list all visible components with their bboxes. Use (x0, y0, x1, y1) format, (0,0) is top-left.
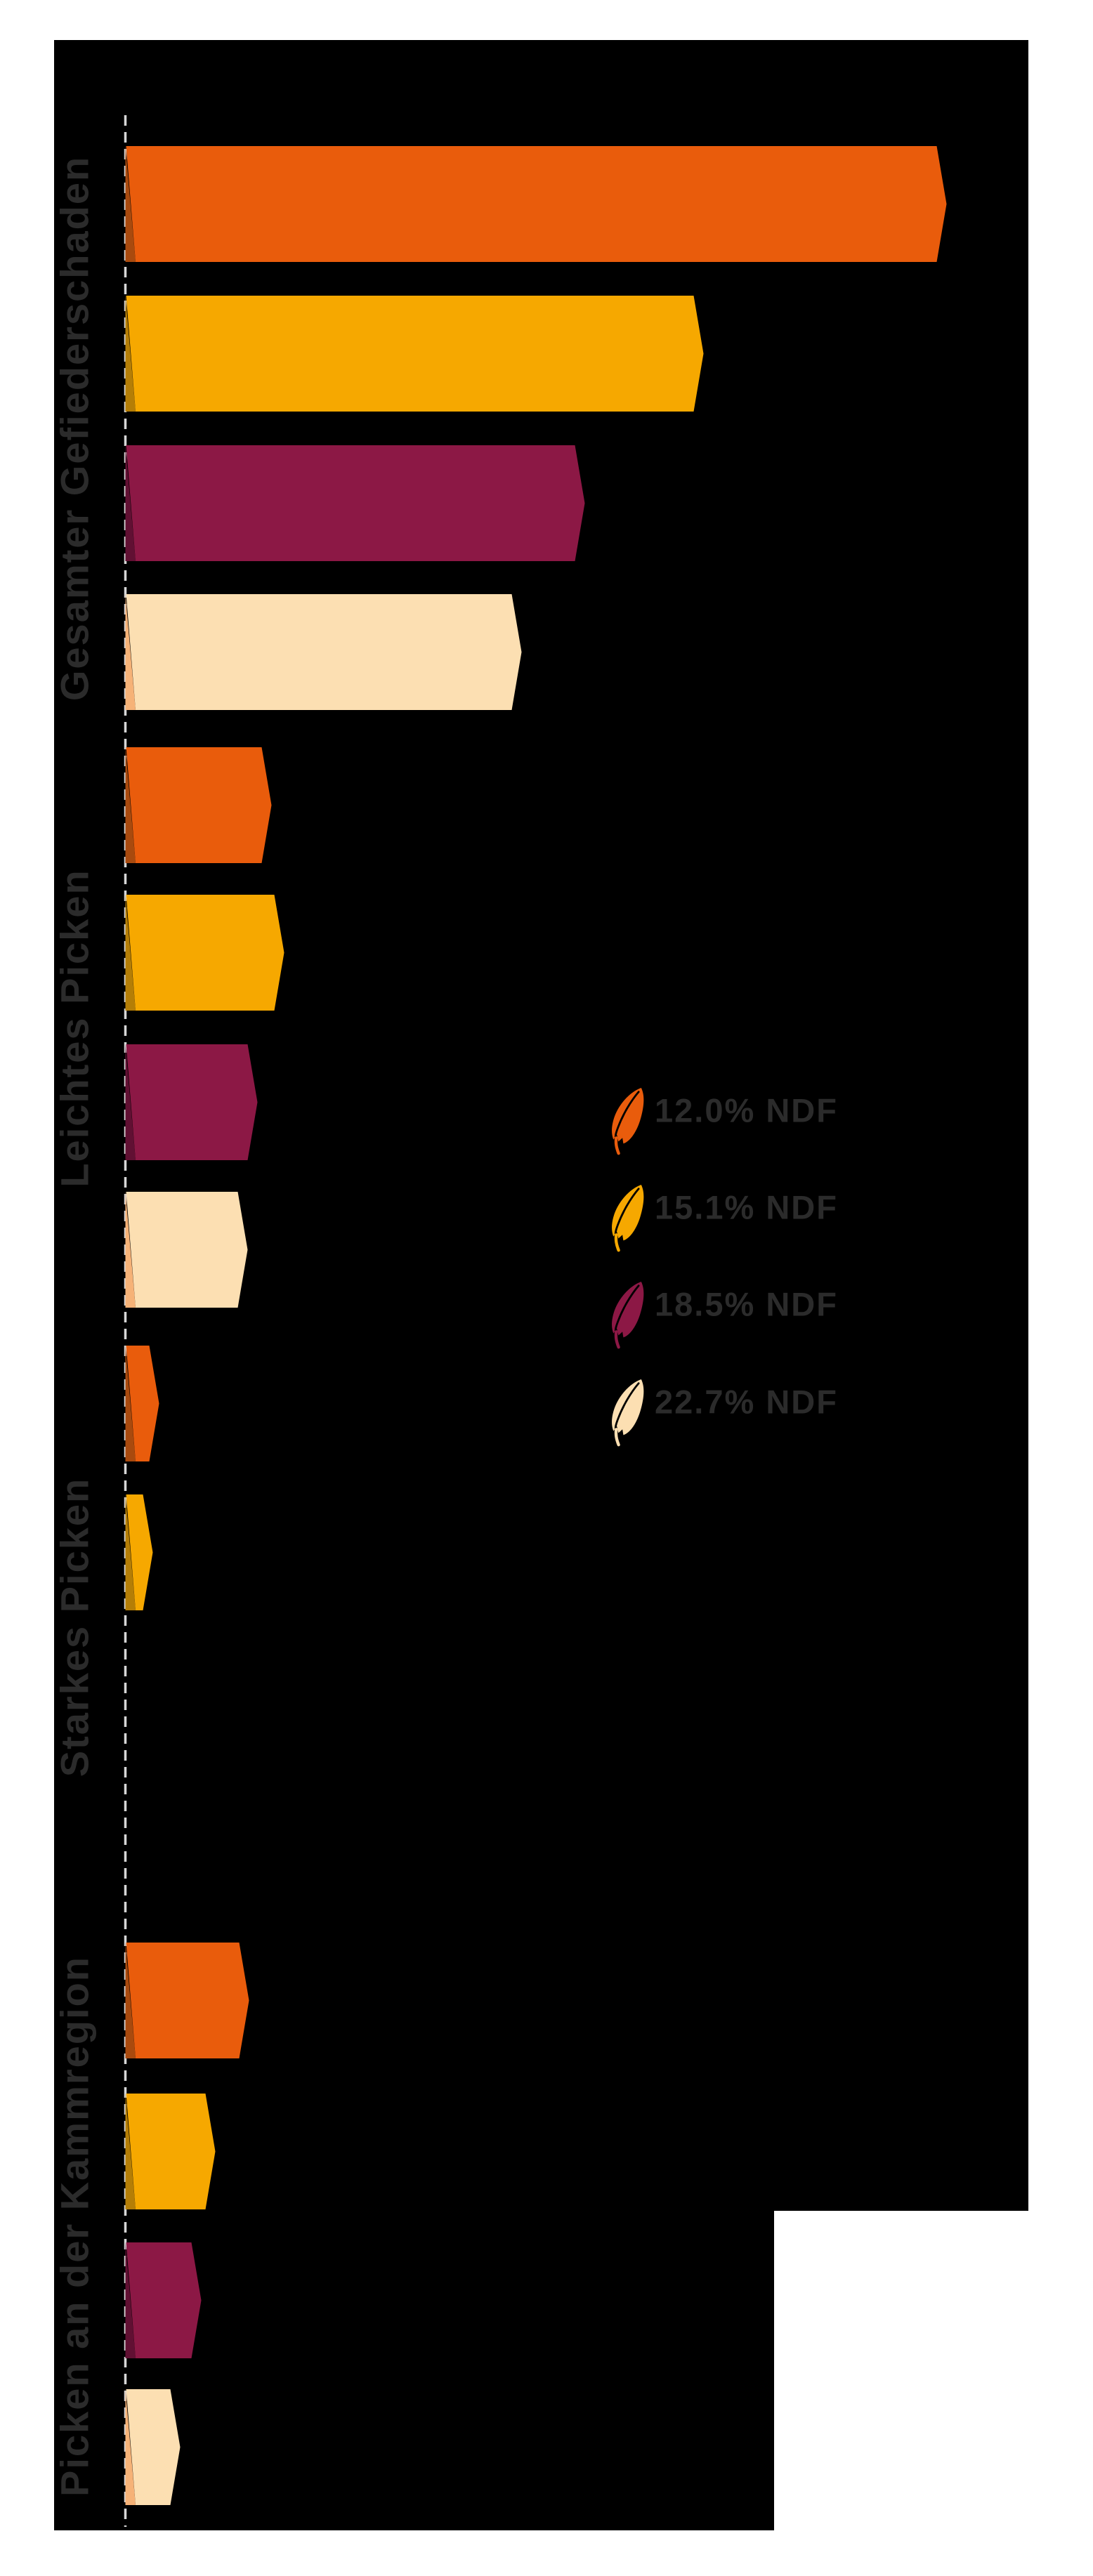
bar-fold-1-1 (125, 895, 136, 1011)
bar-gesamter-gefiederschaden-120ndf (126, 146, 947, 262)
category-labels-group: Gesamter Gefiederschaden Leichtes Picken… (53, 156, 97, 2497)
bar-picken-an-der-kammregion-151ndf (126, 2094, 216, 2209)
bar-fold-2-0 (125, 1346, 136, 1461)
bar-fold-3-2 (125, 2242, 136, 2358)
bar-fold-3-3 (125, 2389, 136, 2505)
bar-leichtes-picken-185ndf (126, 1044, 258, 1160)
bar-fold-0-3 (125, 594, 136, 710)
bars-group (125, 146, 947, 2505)
bar-fold-1-2 (125, 1044, 136, 1160)
feather-icon-151ndf (612, 1184, 644, 1252)
feather-icon-185ndf (612, 1281, 644, 1349)
category-label-leichtes-picken: Leichtes Picken (53, 869, 97, 1187)
bar-leichtes-picken-151ndf (126, 895, 284, 1011)
bar-fold-0-2 (125, 445, 136, 561)
bar-fold-1-3 (125, 1192, 136, 1308)
legend-group: 12.0% NDF 15.1% NDF 18.5% NDF 22.7% NDF (612, 1087, 838, 1447)
bar-gesamter-gefiederschaden-227ndf (126, 594, 522, 710)
bar-fold-0-1 (125, 296, 136, 412)
bar-fold-1-0 (125, 747, 136, 863)
bar-gesamter-gefiederschaden-151ndf (126, 296, 704, 412)
bar-starkes-picken-151ndf (126, 1494, 153, 1610)
bar-picken-an-der-kammregion-120ndf (126, 1943, 249, 2058)
feather-icon-120ndf (612, 1087, 644, 1155)
legend-label-15-ndf: 15.1% NDF (655, 1189, 838, 1226)
legend-label-18-ndf: 18.5% NDF (655, 1286, 838, 1323)
bar-leichtes-picken-120ndf (126, 747, 272, 863)
category-label-starkes-picken: Starkes Picken (53, 1478, 97, 1777)
bar-fold-2-1 (125, 1494, 136, 1610)
bar-fold-3-1 (125, 2094, 136, 2209)
legend-label-22-ndf: 22.7% NDF (655, 1384, 838, 1421)
category-label-gesamter-gefiederschaden: Gesamter Gefiederschaden (53, 156, 97, 701)
bar-picken-an-der-kammregion-185ndf (126, 2242, 202, 2358)
bar-starkes-picken-120ndf (126, 1346, 159, 1461)
bar-picken-an-der-kammregion-227ndf (126, 2389, 181, 2505)
legend-label-12-ndf: 12.0% NDF (655, 1092, 838, 1129)
bar-gesamter-gefiederschaden-185ndf (126, 445, 585, 561)
bar-leichtes-picken-227ndf (126, 1192, 248, 1308)
legend-feather-icons (612, 1087, 644, 1447)
category-label-picken-an-der-kammregion: Picken an der Kammregion (53, 1956, 97, 2497)
bar-fold-0-0 (125, 146, 136, 262)
feather-icon-227ndf (612, 1379, 644, 1447)
bar-fold-3-0 (125, 1943, 136, 2058)
